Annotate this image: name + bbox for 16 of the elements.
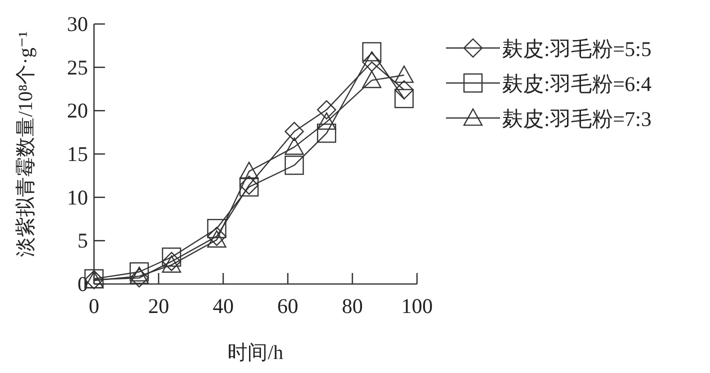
legend-label: 麸皮:羽毛粉=7:3 xyxy=(502,107,652,131)
y-tick-label: 15 xyxy=(67,142,88,166)
x-tick-label: 100 xyxy=(401,294,433,318)
y-tick-label: 30 xyxy=(67,12,88,36)
x-tick-label: 80 xyxy=(342,294,363,318)
y-tick-label: 25 xyxy=(67,55,88,80)
y-tick-label: 20 xyxy=(67,98,88,123)
x-tick-label: 60 xyxy=(277,294,298,318)
x-tick-label: 40 xyxy=(212,294,234,318)
x-tick-label: 20 xyxy=(148,294,170,318)
legend-label: 麸皮:羽毛粉=6:4 xyxy=(502,72,652,96)
legend-label: 麸皮:羽毛粉=5:5 xyxy=(502,37,652,61)
y-tick-label: 5 xyxy=(78,228,88,253)
x-axis-title: 时间/h xyxy=(228,342,284,364)
y-tick-label: 10 xyxy=(67,185,88,210)
y-axis-title: 淡紫拟青霉数量/10⁸个·g⁻¹ xyxy=(15,31,37,257)
